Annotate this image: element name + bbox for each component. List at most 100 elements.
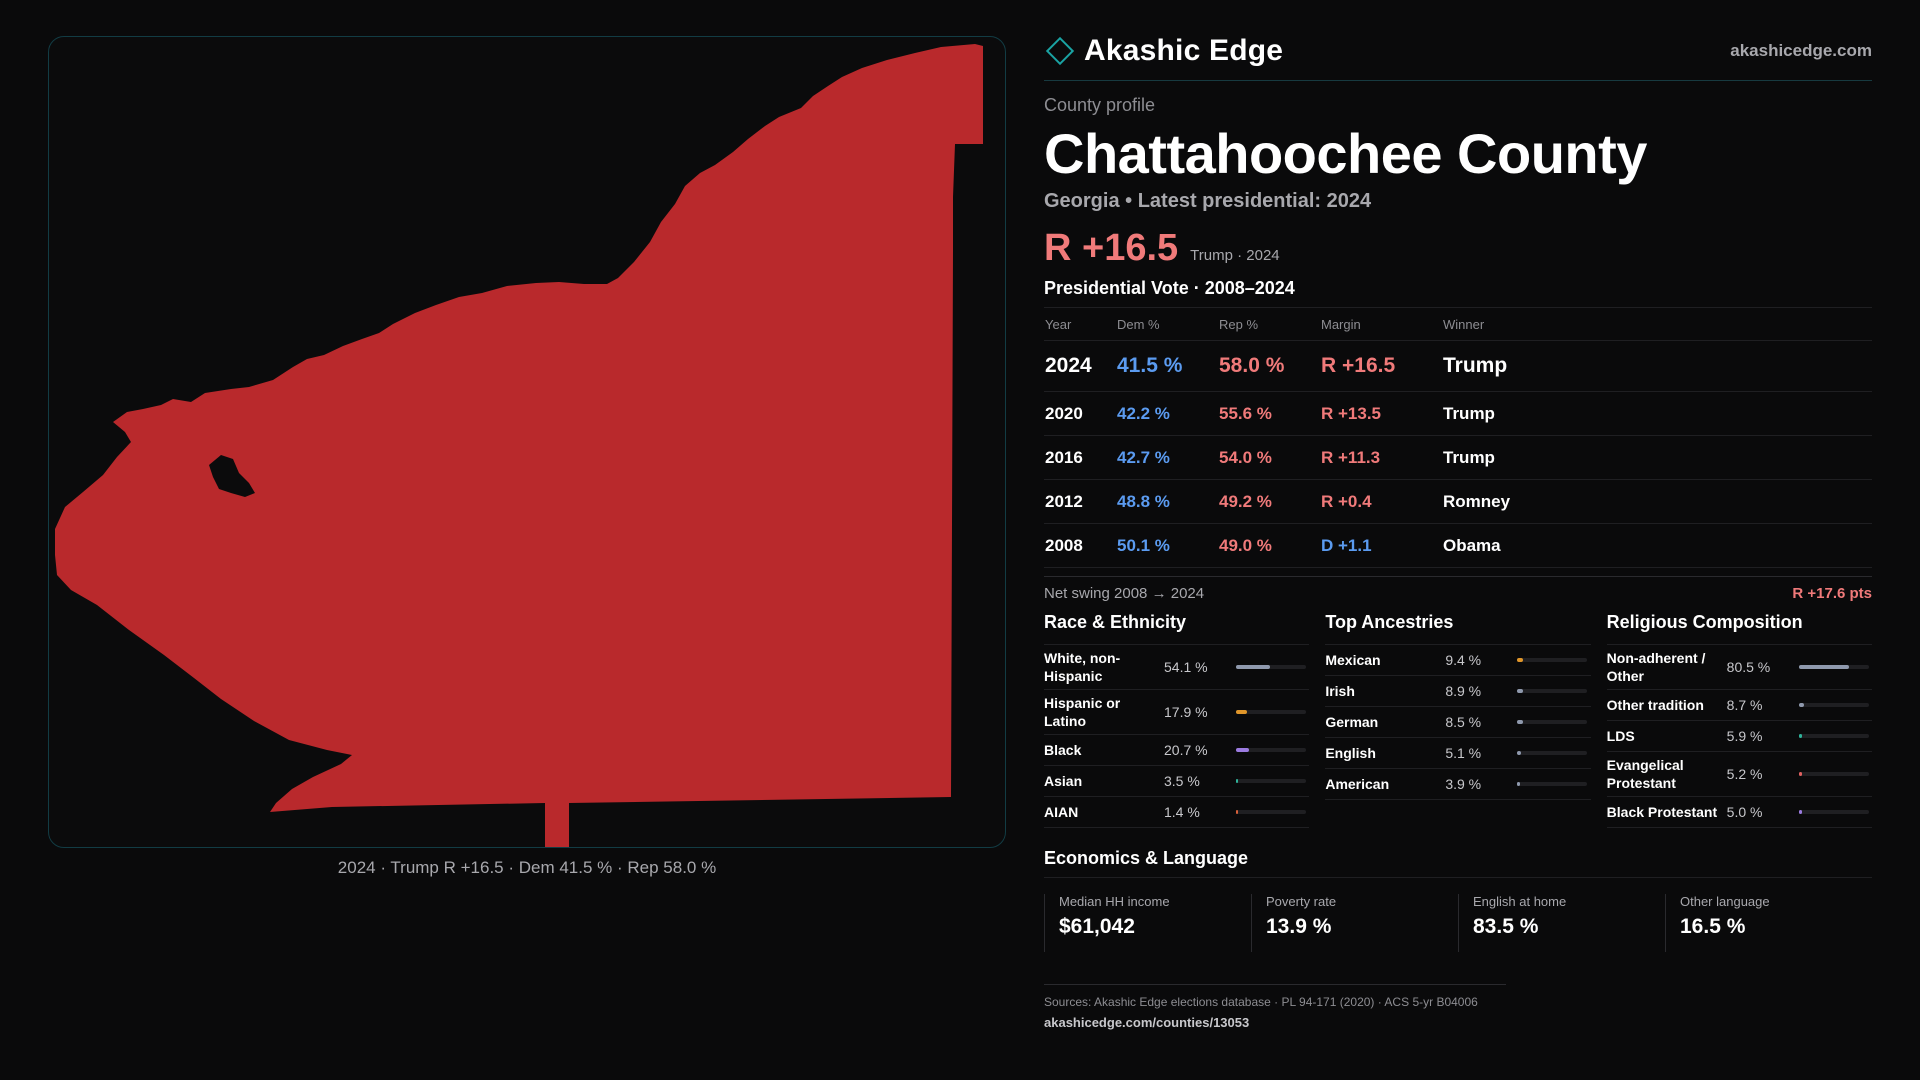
site-link[interactable]: akashicedge.com (1730, 41, 1872, 60)
ancestry-value: 5.1 % (1445, 745, 1482, 761)
religion-bar-fill (1798, 810, 1802, 814)
county-profile-panel: Akashic Edge akashicedge.com County prof… (1044, 28, 1872, 1030)
econ-value: 16.5 % (1680, 915, 1746, 938)
race-bar-fill (1236, 748, 1250, 752)
religion-row: Black Protestant 5.0 % (1606, 797, 1872, 828)
race-bar-track (1236, 665, 1306, 669)
ancestry-row: German 8.5 % (1325, 707, 1591, 738)
demographics-grid: Race & Ethnicity White, non-Hispanic 54.1… (1044, 612, 1872, 828)
econ-label: English at home (1473, 894, 1567, 909)
religion-bar-fill (1798, 665, 1850, 669)
religion-label: Other tradition (1606, 697, 1704, 713)
race-value: 20.7 % (1164, 742, 1208, 758)
vote-winner: Trump (1442, 391, 1872, 436)
county-shape[interactable] (55, 44, 983, 848)
race-section: Race & Ethnicity White, non-Hispanic 54.1… (1044, 612, 1310, 828)
race-label: Hispanic or Latino (1044, 695, 1121, 729)
religion-label: Non-adherent / Other (1606, 650, 1706, 684)
ancestry-bar-track (1517, 658, 1588, 662)
vote-row[interactable]: 2012 48.8 % 49.2 % R +0.4 Romney (1044, 479, 1872, 524)
econ-label: Median HH income (1059, 894, 1170, 909)
econ-label: Poverty rate (1266, 894, 1337, 909)
ancestry-title: Top Ancestries (1325, 612, 1591, 645)
vote-year: 2012 (1044, 479, 1116, 524)
race-label: Black (1044, 742, 1082, 758)
ancestry-label: German (1325, 714, 1379, 730)
vote-winner: Trump (1442, 340, 1872, 392)
vote-margin: R +13.5 (1320, 391, 1442, 436)
race-value: 1.4 % (1164, 804, 1200, 820)
vote-winner: Trump (1442, 435, 1872, 480)
vote-dem: 42.2 % (1116, 391, 1218, 436)
ancestry-row: Mexican 9.4 % (1325, 645, 1591, 676)
religion-row: Other tradition 8.7 % (1606, 690, 1872, 721)
vote-rep: 55.6 % (1218, 391, 1320, 436)
vote-rep: 58.0 % (1218, 340, 1320, 392)
race-value: 17.9 % (1164, 704, 1208, 720)
ancestry-value: 3.9 % (1445, 776, 1482, 792)
race-label: AIAN (1044, 804, 1079, 820)
page-eyebrow: County profile (1044, 95, 1156, 115)
vote-row[interactable]: 2016 42.7 % 54.0 % R +11.3 Trump (1044, 435, 1872, 480)
race-bar-fill (1236, 665, 1271, 669)
vote-section-title: Presidential Vote · 2008–2024 (1044, 278, 1295, 298)
religion-bar-fill (1798, 734, 1803, 738)
vote-dem: 42.7 % (1116, 435, 1218, 480)
religion-value: 5.0 % (1726, 804, 1763, 820)
vote-margin: R +16.5 (1320, 340, 1442, 392)
brand[interactable]: Akashic Edge (1044, 34, 1283, 68)
diamond-logo-icon (1045, 36, 1075, 66)
religion-value: 8.7 % (1726, 697, 1763, 713)
religion-section: Religious Composition Non-adherent / Oth… (1606, 612, 1872, 828)
col-rep: Rep % (1218, 307, 1320, 341)
brand-name: Akashic Edge (1084, 34, 1284, 67)
col-year: Year (1044, 307, 1116, 341)
ancestry-label: Mexican (1325, 652, 1381, 668)
vote-margin: R +0.4 (1320, 479, 1442, 524)
vote-row[interactable]: 2020 42.2 % 55.6 % R +13.5 Trump (1044, 391, 1872, 436)
economics-grid: Median HH income $61,042 Poverty rate 13… (1044, 894, 1872, 952)
footer-url[interactable]: akashicedge.com/counties/13053 (1044, 1015, 1250, 1030)
ancestry-bar-fill (1517, 689, 1523, 693)
vote-rep: 49.2 % (1218, 479, 1320, 524)
race-bar-fill (1236, 810, 1238, 814)
ancestry-label: Irish (1325, 683, 1355, 699)
ancestry-label: English (1325, 745, 1376, 761)
religion-label: LDS (1606, 728, 1635, 744)
religion-bar-track (1798, 772, 1869, 776)
vote-dem: 50.1 % (1116, 523, 1218, 568)
vote-table-header: Year Dem % Rep % Margin Winner (1044, 307, 1872, 341)
footer: Sources: Akashic Edge elections database… (1044, 984, 1506, 1030)
race-row: Black 20.7 % (1044, 735, 1310, 766)
headline-note: Trump · 2024 (1190, 247, 1280, 264)
race-row: Asian 3.5 % (1044, 766, 1310, 797)
religion-value: 5.2 % (1726, 766, 1763, 782)
vote-row[interactable]: 2008 50.1 % 49.0 % D +1.1 Obama (1044, 523, 1872, 568)
race-bar-fill (1236, 779, 1239, 783)
vote-year: 2016 (1044, 435, 1116, 480)
col-winner: Winner (1442, 307, 1872, 341)
vote-dem: 41.5 % (1116, 340, 1218, 392)
vote-winner: Obama (1442, 523, 1872, 568)
econ-stat: Poverty rate 13.9 % (1251, 894, 1458, 952)
net-swing: Net swing 2008 → 2024 R +17.6 pts (1044, 576, 1872, 602)
race-title: Race & Ethnicity (1044, 612, 1310, 645)
vote-margin: R +11.3 (1320, 435, 1442, 480)
religion-bar-fill (1798, 703, 1805, 707)
econ-label: Other language (1680, 894, 1770, 909)
sources-note: Sources: Akashic Edge elections database… (1044, 995, 1478, 1009)
race-value: 3.5 % (1164, 773, 1200, 789)
religion-label: Evangelical Protestant (1606, 757, 1684, 791)
religion-bar-track (1798, 734, 1869, 738)
ancestry-row: Irish 8.9 % (1325, 676, 1591, 707)
vote-rep: 49.0 % (1218, 523, 1320, 568)
vote-row[interactable]: 2024 41.5 % 58.0 % R +16.5 Trump (1044, 340, 1872, 392)
religion-row: Non-adherent / Other 80.5 % (1606, 645, 1872, 690)
race-label: White, non-Hispanic (1044, 650, 1121, 684)
ancestry-value: 8.9 % (1445, 683, 1482, 699)
religion-bar-track (1798, 810, 1869, 814)
ancestry-row: American 3.9 % (1325, 769, 1591, 800)
religion-value: 5.9 % (1726, 728, 1763, 744)
ancestry-bar-fill (1517, 782, 1520, 786)
net-swing-label: Net swing 2008 → 2024 (1044, 585, 1205, 602)
